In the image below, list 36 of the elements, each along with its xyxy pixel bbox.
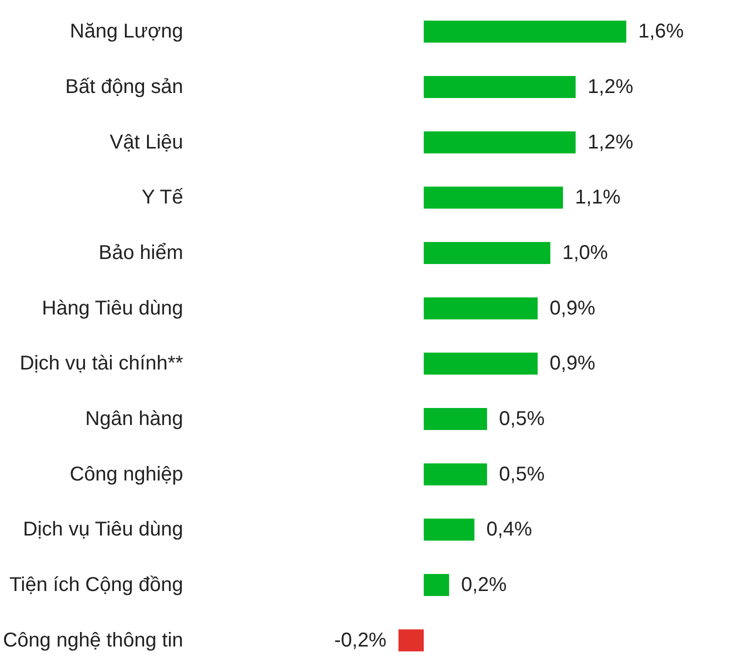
y-tick-label: Năng Lượng [70, 20, 184, 43]
bar [424, 518, 474, 541]
data-label: 1,0% [562, 242, 608, 264]
data-label: 1,2% [588, 131, 634, 154]
y-tick-label: Công nghệ thông tin [2, 629, 184, 652]
y-tick-label: Dịch vụ Tiêu dùng [23, 518, 184, 541]
y-tick-label: Dịch vụ tài chính** [20, 352, 184, 375]
bar [424, 463, 488, 486]
bar [424, 352, 538, 375]
bar [424, 242, 550, 264]
y-tick-label: Tiện ích Cộng đồng [9, 574, 184, 596]
bar [424, 131, 576, 154]
data-label: 0,9% [550, 297, 596, 320]
y-tick-label: Ngân hàng [85, 408, 184, 430]
data-label: 0,5% [499, 463, 545, 486]
bar [424, 574, 450, 596]
y-tick-label: Công nghiệp [70, 463, 184, 486]
data-label: 1,6% [638, 20, 684, 43]
y-tick-label: Bảo hiểm [98, 242, 184, 264]
y-tick-label: Hàng Tiêu dùng [42, 297, 184, 320]
data-label: 1,2% [588, 76, 634, 98]
bar [398, 629, 424, 652]
bar [424, 297, 538, 320]
y-tick-label: Bất động sản [65, 76, 184, 98]
y-tick-label: Y Tế [142, 186, 184, 209]
data-label: 0,2% [461, 574, 507, 596]
data-label: -0,2% [334, 629, 387, 652]
bar [424, 20, 626, 43]
bar [424, 408, 488, 430]
data-label: 0,5% [499, 408, 545, 430]
data-label: 0,9% [550, 352, 596, 375]
bar [424, 76, 576, 98]
bar [424, 186, 563, 209]
data-label: 1,1% [574, 186, 621, 209]
data-label: 0,4% [486, 518, 532, 541]
y-tick-label: Vật Liệu [110, 131, 184, 154]
